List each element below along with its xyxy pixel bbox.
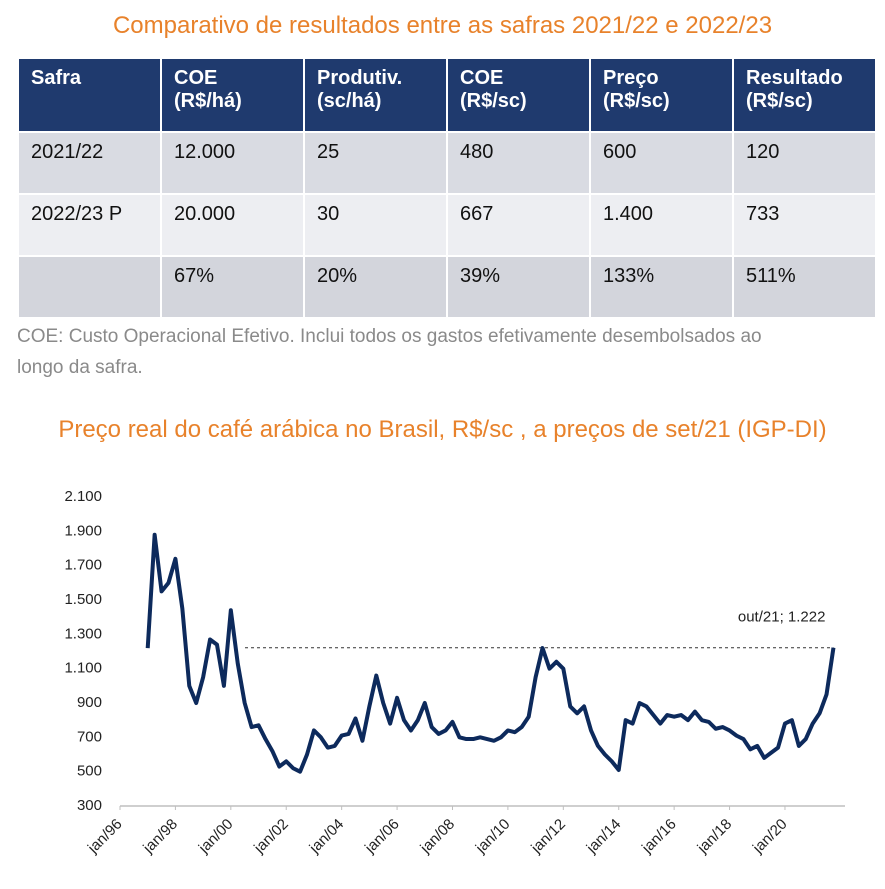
table-cell: 733 bbox=[732, 193, 877, 257]
y-tick-label: 1.300 bbox=[64, 625, 102, 642]
header-text: (R$/há) bbox=[174, 90, 242, 112]
chart-title: Preço real do café arábica no Brasil, R$… bbox=[58, 416, 827, 443]
x-tick-label: jan/04 bbox=[306, 816, 348, 858]
y-tick-label: 1.700 bbox=[64, 557, 102, 574]
header-text: Produtiv. bbox=[317, 67, 403, 89]
y-tick-label: 1.100 bbox=[64, 660, 102, 677]
x-tick-label: jan/18 bbox=[694, 816, 736, 858]
table-title: Comparativo de resultados entre as safra… bbox=[112, 12, 773, 39]
header-text: (R$/sc) bbox=[746, 90, 813, 112]
table-cell: 2022/23 P bbox=[17, 193, 162, 257]
x-tick-label: jan/14 bbox=[583, 816, 625, 858]
x-tick-label: jan/96 bbox=[84, 816, 126, 858]
x-tick-label: jan/20 bbox=[749, 816, 791, 858]
x-tick-label: jan/12 bbox=[527, 816, 569, 858]
header-text: Resultado bbox=[746, 67, 843, 89]
y-tick-label: 300 bbox=[77, 797, 102, 814]
header-cell: Safra bbox=[17, 57, 162, 133]
table-note: COE: Custo Operacional Efetivo. Inclui t… bbox=[17, 326, 762, 378]
header-text: Preço bbox=[603, 67, 659, 89]
y-tick-label: 1.500 bbox=[64, 591, 102, 608]
price-line bbox=[145, 532, 836, 774]
table-cell: 1.400 bbox=[589, 193, 734, 257]
table-cell: 511% bbox=[732, 255, 877, 319]
header-text: COE bbox=[174, 67, 218, 89]
x-tick-label: jan/16 bbox=[638, 816, 680, 858]
header-cell: COE (R$/sc) bbox=[446, 57, 591, 133]
table-cell: 67% bbox=[160, 255, 305, 319]
table-cell: 12.000 bbox=[160, 131, 305, 195]
x-tick-label: jan/98 bbox=[139, 816, 181, 858]
x-tick-label: jan/02 bbox=[250, 816, 292, 858]
table-row: 67% 20% 39% 133% 511% bbox=[17, 255, 877, 319]
y-tick-label: 500 bbox=[77, 763, 102, 780]
table-row: 2022/23 P 20.000 30 667 1.400 733 bbox=[17, 193, 877, 257]
table-cell: 20.000 bbox=[160, 193, 305, 257]
table-cell: 39% bbox=[446, 255, 591, 319]
table-cell: 25 bbox=[303, 131, 448, 195]
header-cell: Resultado (R$/sc) bbox=[732, 57, 877, 133]
annotation: out/21; 1.222 bbox=[738, 609, 826, 626]
x-tick-label: jan/08 bbox=[416, 816, 458, 858]
y-tick-label: 2.100 bbox=[64, 488, 102, 505]
header-text: COE bbox=[460, 67, 504, 89]
y-tick-label: 1.900 bbox=[64, 522, 102, 539]
x-tick-label: jan/00 bbox=[195, 816, 237, 858]
table-row: 2021/22 12.000 25 480 600 120 bbox=[17, 131, 877, 195]
table-cell: 480 bbox=[446, 131, 591, 195]
table-cell: 667 bbox=[446, 193, 591, 257]
table-cell: 600 bbox=[589, 131, 734, 195]
table-cell: 2021/22 bbox=[17, 131, 162, 195]
header-text: (sc/há) bbox=[317, 90, 382, 112]
table-cell: 30 bbox=[303, 193, 448, 257]
x-tick-label: jan/06 bbox=[361, 816, 403, 858]
table-cell: 20% bbox=[303, 255, 448, 319]
table-cell: 120 bbox=[732, 131, 877, 195]
x-tick-label: jan/10 bbox=[472, 816, 514, 858]
header-text: Safra bbox=[31, 67, 82, 89]
header-text: (R$/sc) bbox=[603, 90, 670, 112]
header-cell: Produtiv. (sc/há) bbox=[303, 57, 448, 133]
table-cell: 133% bbox=[589, 255, 734, 319]
header-cell: Preço (R$/sc) bbox=[589, 57, 734, 133]
table-cell bbox=[17, 255, 162, 319]
y-tick-label: 900 bbox=[77, 694, 102, 711]
results-table: Safra COE (R$/há) Produtiv. (sc/há) COE (R$/sc… bbox=[17, 57, 877, 319]
y-tick-label: 700 bbox=[77, 728, 102, 745]
header-cell: COE (R$/há) bbox=[160, 57, 305, 133]
header-text: (R$/sc) bbox=[460, 90, 527, 112]
